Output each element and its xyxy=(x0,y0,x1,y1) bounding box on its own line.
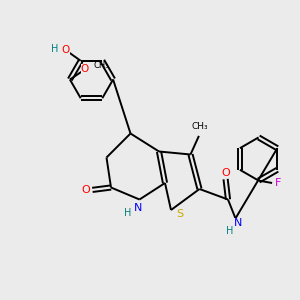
Text: CH₃: CH₃ xyxy=(192,122,208,130)
Text: N: N xyxy=(234,218,242,228)
Text: O: O xyxy=(221,167,230,178)
Text: H: H xyxy=(124,208,132,218)
Text: O: O xyxy=(81,64,89,74)
Text: F: F xyxy=(275,178,281,188)
Text: H: H xyxy=(51,44,58,54)
Text: N: N xyxy=(134,203,142,213)
Text: O: O xyxy=(61,45,70,55)
Text: CH₃: CH₃ xyxy=(94,61,110,70)
Text: O: O xyxy=(81,185,90,195)
Text: H: H xyxy=(226,226,234,236)
Text: S: S xyxy=(176,208,183,219)
